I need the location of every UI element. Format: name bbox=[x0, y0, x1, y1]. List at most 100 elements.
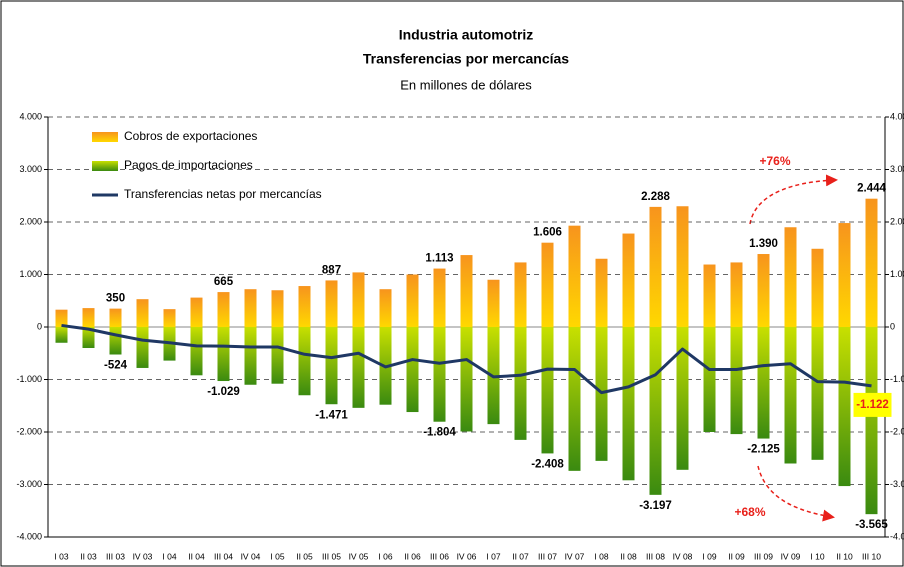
arrow bbox=[757, 465, 835, 522]
y-tick-label: -3.000 bbox=[16, 479, 42, 489]
x-tick-label: III 04 bbox=[214, 551, 233, 561]
bar bbox=[757, 254, 770, 327]
x-tick-label: IV 03 bbox=[133, 551, 153, 561]
x-tick-label: II 04 bbox=[188, 551, 205, 561]
bar bbox=[838, 327, 851, 487]
x-tick-label: I 06 bbox=[378, 551, 392, 561]
bar bbox=[433, 268, 446, 327]
bar bbox=[271, 327, 284, 384]
axis-unit: En millones de dólares bbox=[400, 77, 532, 92]
annotation: +68% bbox=[734, 505, 765, 519]
bar bbox=[541, 327, 554, 454]
x-tick-label: I 05 bbox=[270, 551, 284, 561]
data-label: 887 bbox=[322, 264, 341, 276]
bar bbox=[514, 262, 527, 327]
bar bbox=[865, 198, 878, 327]
x-tick-label: II 10 bbox=[836, 551, 853, 561]
x-tick-label: I 10 bbox=[810, 551, 824, 561]
data-label: 1.606 bbox=[533, 227, 562, 239]
y2-tick-label: 3.000 bbox=[890, 164, 904, 174]
x-tick-label: IV 09 bbox=[781, 551, 801, 561]
bar bbox=[784, 227, 797, 327]
bar bbox=[55, 327, 68, 343]
y-tick-label: 0 bbox=[37, 321, 42, 331]
legend-label: Pagos de importaciones bbox=[124, 158, 253, 172]
bar bbox=[271, 290, 284, 327]
x-tick-label: II 08 bbox=[620, 551, 637, 561]
bar bbox=[136, 299, 149, 327]
bar bbox=[379, 289, 392, 327]
bar bbox=[406, 274, 419, 327]
bar bbox=[838, 223, 851, 327]
x-tick-label: III 10 bbox=[862, 551, 881, 561]
bar bbox=[109, 327, 122, 355]
bar bbox=[703, 264, 716, 327]
data-label: 2.444 bbox=[857, 183, 886, 195]
bar bbox=[352, 272, 365, 327]
x-tick-label: I 09 bbox=[702, 551, 716, 561]
x-tick-label: IV 05 bbox=[349, 551, 369, 561]
x-tick-label: III 05 bbox=[322, 551, 341, 561]
x-tick-label: II 05 bbox=[296, 551, 313, 561]
data-label: -1.804 bbox=[423, 427, 456, 439]
bar bbox=[757, 327, 770, 439]
bar bbox=[595, 258, 608, 327]
bar bbox=[109, 308, 122, 327]
bar bbox=[406, 327, 419, 413]
x-tick-label: IV 07 bbox=[565, 551, 585, 561]
bar bbox=[325, 280, 338, 327]
x-tick-label: I 08 bbox=[594, 551, 608, 561]
x-tick-label: II 03 bbox=[80, 551, 97, 561]
y2-tick-label: -4.000 bbox=[890, 531, 904, 541]
arrow bbox=[749, 174, 838, 225]
x-tick-label: I 07 bbox=[486, 551, 500, 561]
bar bbox=[811, 327, 824, 460]
bar bbox=[460, 327, 473, 432]
x-tick-label: III 07 bbox=[538, 551, 557, 561]
bar bbox=[298, 327, 311, 396]
data-label: 2.288 bbox=[641, 191, 670, 203]
y2-tick-label: -2.000 bbox=[890, 426, 904, 436]
annotation: +76% bbox=[759, 154, 790, 168]
bar bbox=[622, 233, 635, 327]
bar bbox=[568, 225, 581, 327]
x-tick-label: III 06 bbox=[430, 551, 449, 561]
bar bbox=[190, 327, 203, 376]
data-label: -2.408 bbox=[531, 458, 564, 470]
bar bbox=[676, 327, 689, 470]
data-label: -3.565 bbox=[855, 519, 888, 531]
y-tick-label: 3.000 bbox=[19, 164, 42, 174]
y2-tick-label: -3.000 bbox=[890, 479, 904, 489]
bar bbox=[703, 327, 716, 432]
x-tick-label: I 03 bbox=[54, 551, 68, 561]
data-label: 1.390 bbox=[749, 238, 778, 250]
y2-tick-label: 1.000 bbox=[890, 269, 904, 279]
data-label: -3.197 bbox=[639, 500, 672, 512]
bar bbox=[352, 327, 365, 408]
data-label: -1.471 bbox=[315, 409, 348, 421]
bar bbox=[217, 327, 230, 382]
bar bbox=[82, 308, 95, 327]
bar bbox=[244, 327, 257, 385]
bar bbox=[568, 327, 581, 471]
bar bbox=[541, 242, 554, 327]
x-tick-label: II 06 bbox=[404, 551, 421, 561]
bar bbox=[514, 327, 527, 440]
data-label: -2.125 bbox=[747, 444, 780, 456]
data-label: -1.029 bbox=[207, 386, 240, 398]
x-tick-label: III 08 bbox=[646, 551, 665, 561]
x-tick-label: II 09 bbox=[728, 551, 745, 561]
data-label: -524 bbox=[104, 360, 128, 372]
bar bbox=[163, 309, 176, 327]
x-tick-label: I 04 bbox=[162, 551, 176, 561]
bar bbox=[460, 255, 473, 327]
y-tick-label: -1.000 bbox=[16, 374, 42, 384]
bar bbox=[730, 262, 743, 327]
bar bbox=[244, 289, 257, 327]
data-label: 350 bbox=[106, 293, 125, 305]
x-tick-label: III 03 bbox=[106, 551, 125, 561]
legend-swatch bbox=[92, 161, 118, 171]
legend-swatch bbox=[92, 132, 118, 142]
